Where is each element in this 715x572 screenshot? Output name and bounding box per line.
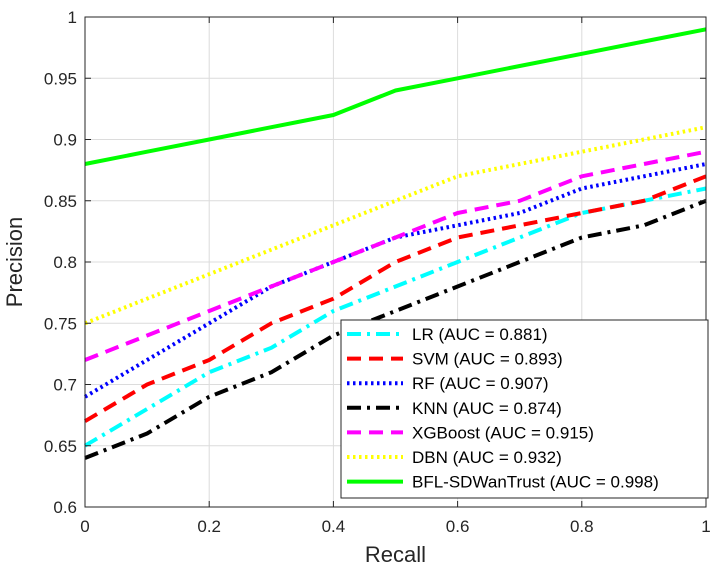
- x-tick-label: 0.6: [446, 517, 470, 536]
- y-tick-label: 0.8: [53, 253, 77, 272]
- y-tick-label: 1: [68, 8, 77, 27]
- legend: LR (AUC = 0.881) SVM (AUC = 0.893) RF (AUC…: [340, 319, 709, 499]
- x-tick-label: 0.8: [570, 517, 594, 536]
- series-line-4: [84, 149, 707, 362]
- y-tick-label: 0.85: [44, 192, 77, 211]
- legend-box: [340, 319, 709, 499]
- x-tick-label: 0: [80, 517, 89, 536]
- legend-label-6: BFL-SDWanTrust (AUC = 0.998): [412, 473, 659, 492]
- legend-label-2: RF (AUC = 0.907): [412, 374, 549, 393]
- x-tick-label: 1: [701, 517, 710, 536]
- y-tick-label: 0.95: [44, 69, 77, 88]
- legend-label-1: SVM (AUC = 0.893): [412, 350, 563, 369]
- y-tick-label: 0.6: [53, 498, 77, 517]
- y-tick-label: 0.65: [44, 437, 77, 456]
- x-tick-label: 0.4: [322, 517, 346, 536]
- axis-ticks: 0 0.2 0.4 0.6 0.8 1 0.6 0.65 0.7 0.75 0.8 0.85 0.9 0.…: [44, 8, 711, 536]
- y-tick-label: 0.7: [53, 376, 77, 395]
- x-tick-label: 0.2: [197, 517, 221, 536]
- series-line-6: [84, 27, 707, 166]
- legend-label-4: XGBoost (AUC = 0.915): [412, 423, 594, 442]
- series-line-0: [83, 186, 707, 448]
- x-axis-label: Recall: [365, 542, 426, 567]
- y-axis-label: Precision: [2, 217, 27, 307]
- y-tick-label: 0.75: [44, 314, 77, 333]
- legend-label-0: LR (AUC = 0.881): [412, 325, 548, 344]
- series-line-5: [84, 125, 707, 326]
- legend-label-3: KNN (AUC = 0.874): [412, 399, 562, 418]
- series-lines: [83, 27, 707, 460]
- series-line-1: [83, 174, 707, 423]
- y-tick-label: 0.9: [53, 131, 77, 150]
- legend-label-5: DBN (AUC = 0.932): [412, 448, 562, 467]
